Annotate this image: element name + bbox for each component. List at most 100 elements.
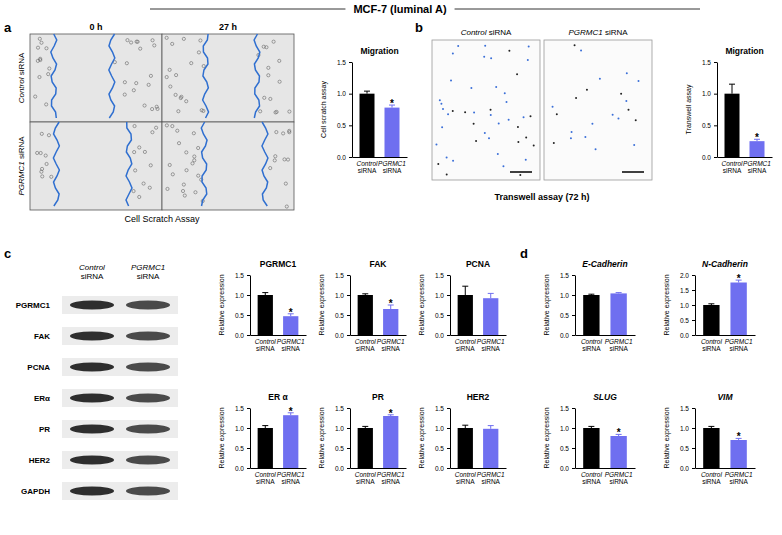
- label-part: Control: [255, 338, 277, 345]
- cell: [194, 191, 197, 194]
- y-axis-title: Relative expression: [663, 407, 671, 468]
- y-tick-label: 0.0: [335, 465, 344, 472]
- y-tick-label: 1.5: [435, 272, 444, 279]
- bar: [360, 94, 375, 157]
- x-axis: ControlsiRNAPGRMC1siRNA: [251, 468, 307, 485]
- x-tick-label: PGRMC1siRNA: [725, 471, 753, 485]
- bar: [258, 295, 273, 335]
- y-tick: 1.5: [560, 272, 575, 279]
- scale-bar: [622, 171, 644, 173]
- x-tick: PGRMC1siRNA: [743, 157, 771, 174]
- label-part: siRNA: [723, 167, 742, 174]
- label-part: Control: [722, 160, 744, 167]
- blot-band: [70, 425, 114, 434]
- y-axis: 0.00.51.01.5: [335, 272, 351, 339]
- bar: [383, 416, 398, 468]
- x-tick: PGRMC1siRNA: [378, 157, 406, 174]
- x-axis: ControlsiRNAPGRMC1siRNA: [718, 157, 773, 174]
- error-bar-cap: [362, 426, 368, 427]
- y-tick-label: 0.0: [235, 465, 244, 472]
- y-tick-mark: [692, 428, 695, 429]
- error-bar: [262, 293, 268, 295]
- x-axis: ControlsiRNAPGRMC1siRNA: [696, 468, 756, 485]
- cell: [150, 107, 153, 110]
- y-tick: 0.5: [337, 122, 352, 129]
- cell: [278, 80, 281, 83]
- y-tick: 0.5: [235, 445, 250, 452]
- y-tick-label: 1.0: [335, 292, 344, 299]
- cell: [147, 83, 150, 86]
- blot-strip: [62, 482, 178, 500]
- y-axis-title: Transwell assay: [685, 84, 693, 134]
- panel-letter: d: [520, 246, 528, 261]
- chart-title: N-Cadherin: [702, 259, 748, 269]
- cell: [586, 89, 588, 91]
- y-tick: 0.0: [560, 332, 575, 339]
- y-tick-label: 0.5: [435, 312, 444, 319]
- label-part: siRNA: [482, 478, 501, 485]
- significance-mark: *: [390, 98, 394, 109]
- y-axis: 0.00.51.01.5: [235, 272, 251, 339]
- x-tick: ControlsiRNA: [701, 335, 723, 352]
- cell: [446, 157, 448, 159]
- bar: [483, 298, 498, 335]
- plot-marks: [358, 415, 399, 468]
- label-part: siRNA: [382, 478, 401, 485]
- error-bar-cap: [488, 293, 494, 294]
- bar-chart: 0.00.51.01.5ControlsiRNAPGRMC1siRNAPCNAR…: [418, 259, 507, 352]
- y-axis-line: [350, 276, 351, 336]
- y-tick-label: 0.5: [335, 445, 344, 452]
- panel-letter: c: [4, 246, 11, 261]
- cell: [517, 141, 519, 143]
- y-tick-mark: [247, 335, 250, 336]
- x-tick-label: PGRMC1siRNA: [743, 160, 771, 174]
- cell: [143, 104, 146, 107]
- chart-title: FAK: [370, 259, 388, 269]
- error-bar: [488, 426, 494, 429]
- y-tick-mark: [447, 295, 450, 296]
- y-tick: 0.5: [560, 312, 575, 319]
- error-bar-cap: [588, 426, 594, 427]
- significance-mark: *: [389, 298, 393, 309]
- blot-band: [126, 301, 170, 310]
- y-tick-mark: [347, 295, 350, 296]
- y-tick-label: 1.5: [335, 272, 344, 279]
- y-tick-label: 2.0: [680, 272, 689, 279]
- cell: [452, 52, 454, 54]
- y-tick: 1.0: [702, 90, 717, 97]
- y-tick-mark: [572, 315, 575, 316]
- label-part: PGRMC1: [568, 28, 602, 37]
- cell: [475, 140, 477, 142]
- plot-marks: [583, 293, 627, 335]
- y-tick-label: 1.0: [235, 425, 244, 432]
- y-tick: 1.0: [337, 90, 352, 97]
- error-bar: [588, 294, 594, 296]
- cell: [165, 124, 168, 127]
- x-tick-label: PGRMC1siRNA: [377, 471, 405, 485]
- x-tick-label: PGRMC1siRNA: [277, 338, 305, 352]
- y-axis: 0.00.51.01.5: [337, 59, 353, 161]
- y-tick: 1.5: [680, 405, 695, 412]
- y-axis-title: Relative expression: [218, 274, 226, 335]
- chart-title: Migration: [725, 46, 763, 56]
- y-tick-label: 0.0: [235, 332, 244, 339]
- label-part: siRNA: [81, 272, 104, 281]
- y-tick-label: 1.5: [235, 405, 244, 412]
- bar-chart: 0.00.51.01.5ControlsiRNAPGRMC1siRNAHER2R…: [418, 392, 507, 485]
- bar: [458, 428, 473, 468]
- blot-band: [70, 456, 114, 465]
- x-tick-label: ControlsiRNA: [455, 338, 477, 352]
- x-tick: PGRMC1siRNA: [477, 468, 505, 485]
- bar-chart: 0.00.51.01.5ControlsiRNAPGRMC1siRNA*Migr…: [685, 46, 773, 174]
- x-tick: ControlsiRNA: [455, 335, 477, 352]
- label-part: Control: [455, 338, 477, 345]
- y-tick: 1.0: [560, 425, 575, 432]
- cell: [148, 186, 151, 189]
- row-label: FAK: [34, 332, 50, 341]
- y-tick-mark: [692, 408, 695, 409]
- y-tick-mark: [714, 62, 717, 63]
- cell: [197, 174, 200, 177]
- y-tick: 0.0: [702, 154, 717, 161]
- blot-band: [70, 487, 114, 496]
- y-tick-label: 1.0: [337, 90, 346, 97]
